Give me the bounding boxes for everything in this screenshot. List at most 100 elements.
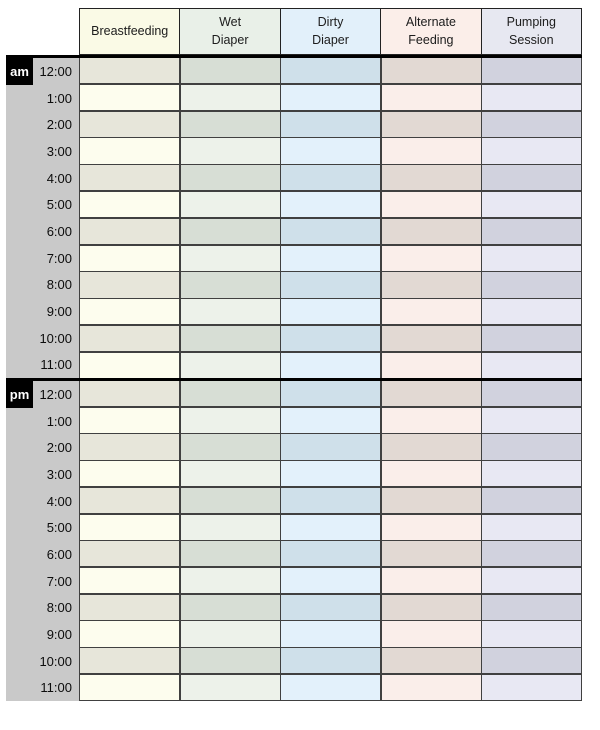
cell-pumping-session [482,325,581,352]
cell-alternate-feeding [381,567,481,594]
cell-dirty-diaper [281,245,380,271]
cell-pumping-session [482,191,581,218]
time-label: 6:00 [46,546,72,562]
time-label: 12:00 [39,386,72,402]
time-label: 11:00 [40,357,72,373]
cell-wet-diaper [180,434,280,460]
time-label: 7:00 [46,250,72,266]
column-header-alternate-feeding: Alternate Feeding [381,9,481,54]
cell-breastfeeding [80,461,179,487]
cell-breastfeeding [80,594,179,620]
cell-wet-diaper [180,58,280,84]
cell-dirty-diaper [281,514,380,540]
cell-pumping-session [482,218,581,245]
cell-pumping-session [482,567,581,594]
time-label: 5:00 [46,197,72,213]
am-grid [79,58,582,378]
cell-alternate-feeding [381,674,481,700]
am-pm-divider-bar [6,378,582,381]
time-label: 4:00 [46,170,72,186]
cell-breastfeeding [80,325,179,352]
cell-wet-diaper [180,111,280,137]
cell-breastfeeding [80,434,179,460]
time-label: 9:00 [46,626,72,642]
cell-pumping-session [482,541,581,567]
cell-alternate-feeding [381,218,481,245]
time-label: 11:00 [40,680,72,696]
cell-pumping-session [482,648,581,674]
cell-dirty-diaper [281,541,380,567]
cell-dirty-diaper [281,191,380,218]
cell-wet-diaper [180,352,280,378]
cell-dirty-diaper [281,648,380,674]
cell-pumping-session [482,514,581,540]
cell-pumping-session [482,245,581,271]
time-label: 8:00 [46,277,72,293]
pm-grid [79,381,582,701]
cell-alternate-feeding [381,245,481,271]
cell-wet-diaper [180,272,280,298]
cell-alternate-feeding [381,434,481,460]
cell-dirty-diaper [281,111,380,137]
cell-breastfeeding [80,84,179,111]
cell-alternate-feeding [381,138,481,164]
cell-wet-diaper [180,381,280,407]
cell-pumping-session [482,299,581,325]
cell-wet-diaper [180,299,280,325]
cell-pumping-session [482,58,581,84]
cell-alternate-feeding [381,407,481,433]
time-label: 7:00 [46,573,72,589]
cell-pumping-session [482,111,581,137]
cell-breastfeeding [80,352,179,378]
cell-pumping-session [482,84,581,111]
cell-alternate-feeding [381,541,481,567]
cell-breastfeeding [80,191,179,218]
cell-wet-diaper [180,594,280,620]
cell-breastfeeding [80,111,179,137]
time-label: 3:00 [46,466,72,482]
cell-alternate-feeding [381,111,481,137]
cell-pumping-session [482,674,581,700]
cell-wet-diaper [180,218,280,245]
cell-wet-diaper [180,407,280,433]
cell-alternate-feeding [381,272,481,298]
cell-breastfeeding [80,567,179,594]
time-label: 1:00 [46,90,72,106]
cell-wet-diaper [180,138,280,164]
cell-dirty-diaper [281,272,380,298]
cell-wet-diaper [180,325,280,352]
cell-wet-diaper [180,621,280,647]
cell-pumping-session [482,407,581,433]
cell-wet-diaper [180,165,280,191]
cell-alternate-feeding [381,487,481,514]
header-divider-bar [6,55,582,58]
time-label: 1:00 [46,413,72,429]
cell-wet-diaper [180,84,280,111]
cell-breastfeeding [80,138,179,164]
time-label: 2:00 [46,117,72,133]
cell-alternate-feeding [381,594,481,620]
cell-breastfeeding [80,487,179,514]
cell-dirty-diaper [281,407,380,433]
pm-time-list: pm 12:00 1:00 2:00 3:00 4:00 5:00 6:00 7… [6,381,79,701]
time-label: 5:00 [46,520,72,536]
cell-dirty-diaper [281,218,380,245]
column-header-wet-diaper: Wet Diaper [180,9,280,54]
column-header-dirty-diaper: Dirty Diaper [280,9,381,54]
cell-breastfeeding [80,621,179,647]
cell-alternate-feeding [381,191,481,218]
cell-wet-diaper [180,461,280,487]
cell-pumping-session [482,621,581,647]
column-header-pumping-session: Pumping Session [481,9,581,54]
cell-pumping-session [482,434,581,460]
cell-alternate-feeding [381,461,481,487]
cell-dirty-diaper [281,352,380,378]
cell-pumping-session [482,138,581,164]
cell-dirty-diaper [281,567,380,594]
time-label: 3:00 [46,143,72,159]
cell-dirty-diaper [281,299,380,325]
cell-wet-diaper [180,191,280,218]
column-headers: Breastfeeding Wet Diaper Dirty Diaper Al… [79,8,582,55]
time-label: 6:00 [46,223,72,239]
